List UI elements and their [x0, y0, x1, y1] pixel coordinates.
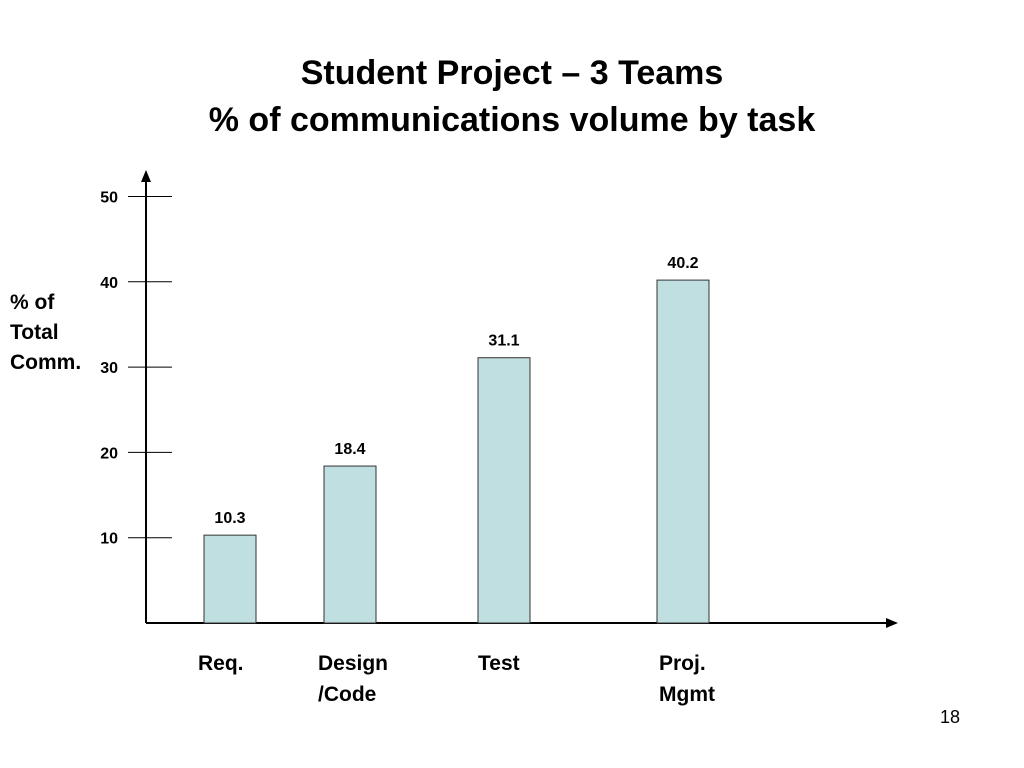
- bar-data-label: 40.2: [667, 255, 698, 272]
- bar: [203, 534, 257, 624]
- x-category-label: Design: [318, 652, 388, 675]
- y-axis-label: % of Total Comm.: [10, 291, 82, 374]
- chart-subtitle: % of communications volume by task: [208, 101, 816, 139]
- y-tick-label: 20: [100, 445, 118, 462]
- y-tick-label: 40: [100, 275, 118, 292]
- y-axis-arrow: [141, 170, 151, 182]
- x-category-label: Test: [478, 652, 520, 675]
- bar: [323, 465, 377, 624]
- bar-data-label: 31.1: [488, 333, 519, 350]
- bar: [477, 357, 531, 624]
- page-number: 18: [940, 707, 961, 727]
- x-category-label: /Code: [318, 683, 376, 706]
- x-category-label: Req.: [198, 652, 244, 675]
- y-tick-label: 30: [100, 360, 118, 377]
- y-tick-label: 10: [100, 531, 118, 548]
- bar-data-label: 18.4: [334, 441, 365, 458]
- bar-data-label: 10.3: [214, 510, 245, 527]
- y-tick-label: 50: [100, 190, 118, 207]
- x-category-label: Mgmt: [659, 683, 715, 706]
- bar: [656, 279, 710, 624]
- x-axis-arrow: [886, 618, 898, 628]
- x-category-label: Proj.: [659, 652, 706, 675]
- chart-title: Student Project – 3 Teams: [300, 54, 724, 92]
